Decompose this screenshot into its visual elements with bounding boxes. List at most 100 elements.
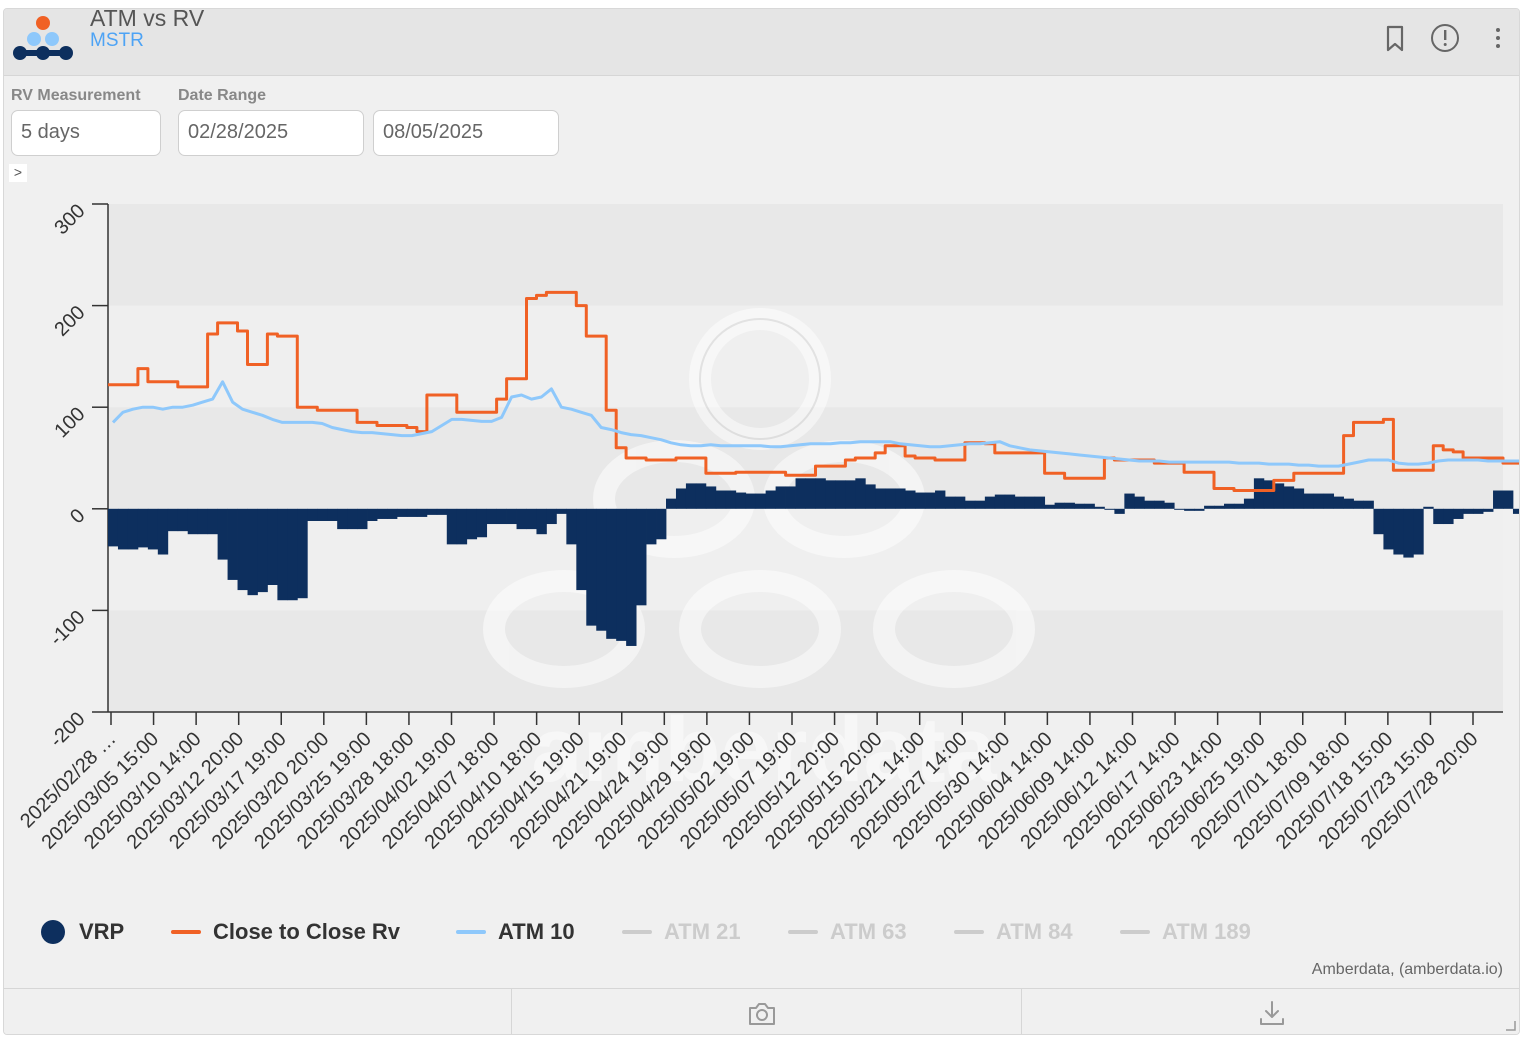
vrp-bar	[755, 493, 767, 509]
resize-handle-icon[interactable]	[1504, 1019, 1516, 1031]
vrp-bar	[954, 496, 966, 509]
vrp-bar	[1313, 493, 1325, 509]
legend-item-atm-10[interactable]: ATM 10	[456, 912, 575, 952]
vrp-bar	[1114, 508, 1125, 514]
legend-symbol	[41, 920, 65, 944]
vrp-bar	[1074, 503, 1085, 509]
vrp-bar	[1044, 504, 1056, 509]
vrp-bar	[805, 478, 816, 509]
legend-symbol	[171, 930, 201, 934]
legend-symbol	[1120, 930, 1150, 934]
atm-10-line	[111, 380, 1519, 468]
vrp-bar	[1014, 496, 1026, 509]
vrp-bar	[466, 508, 478, 540]
chart-legend: VRP Close to Close Rv ATM 10 ATM 21 ATM 63 AT…	[4, 912, 1519, 952]
legend-label: ATM 63	[830, 919, 907, 944]
vrp-bar	[317, 508, 328, 521]
vrp-bar	[157, 508, 169, 555]
vrp-bar	[127, 508, 139, 550]
widget-title: ATM vs RV	[90, 8, 205, 31]
vrp-bar	[1004, 494, 1016, 509]
vrp-bar	[1493, 490, 1504, 509]
vrp-bar	[177, 508, 189, 532]
vrp-bar	[1283, 486, 1295, 509]
vrp-bar	[1333, 496, 1344, 509]
vrp-bar	[1214, 505, 1225, 509]
vrp-bar	[964, 500, 976, 509]
vrp-bar	[1353, 500, 1364, 509]
vrp-bar	[377, 508, 388, 519]
vrp-bar	[1512, 508, 1519, 514]
widget-header: ATM vs RV MSTR	[4, 9, 1519, 76]
camera-icon[interactable]	[746, 999, 778, 1027]
legend-item-atm-21[interactable]: ATM 21	[622, 912, 741, 952]
y-tick-label: 200	[50, 302, 89, 341]
legend-item-atm-63[interactable]: ATM 63	[788, 912, 907, 952]
y-tick-label: 0	[66, 505, 89, 528]
vrp-bar	[1463, 508, 1474, 514]
y-tick-label: -200	[46, 708, 90, 752]
expand-controls-button[interactable]: >	[9, 164, 27, 182]
vrp-bar	[815, 478, 826, 509]
date-start-input[interactable]: 02/28/2025	[178, 110, 364, 156]
vrp-bar	[1263, 480, 1275, 509]
vrp-bar	[1104, 508, 1115, 510]
vrp-bar	[1054, 502, 1065, 509]
vrp-bar	[1253, 478, 1265, 509]
vrp-bar	[496, 508, 507, 525]
rv-measurement-select[interactable]: 5 days	[11, 110, 161, 156]
vrp-bar	[237, 508, 248, 591]
vrp-bar	[1323, 493, 1335, 509]
vrp-bar	[1403, 508, 1414, 558]
vrp-bar	[685, 483, 697, 509]
legend-item-close-to-close-rv[interactable]: Close to Close Rv	[171, 912, 400, 952]
y-tick-label: 300	[50, 200, 89, 239]
widget-footer	[4, 988, 1519, 1034]
vrp-bar	[885, 488, 896, 509]
legend-label: ATM 21	[664, 919, 741, 944]
legend-item-atm-84[interactable]: ATM 84	[954, 912, 1073, 952]
vrp-bar	[1373, 508, 1384, 535]
vrp-bar	[1144, 500, 1155, 509]
vrp-bar	[137, 508, 149, 548]
legend-item-vrp[interactable]: VRP	[41, 912, 124, 952]
download-icon[interactable]	[1256, 999, 1288, 1027]
vrp-bar	[1084, 503, 1095, 509]
info-alert-icon[interactable]	[1430, 23, 1460, 53]
close-to-close-rv-line	[108, 290, 1519, 492]
vrp-bar	[546, 508, 557, 525]
vrp-bar	[456, 508, 468, 545]
vrp-bar	[695, 483, 707, 509]
vrp-bar	[1174, 508, 1185, 510]
vrp-bar	[307, 508, 318, 521]
vrp-bar	[1064, 502, 1075, 509]
legend-label: ATM 189	[1162, 919, 1251, 944]
vrp-bar	[426, 508, 438, 515]
chart-credits[interactable]: Amberdata, (amberdata.io)	[1311, 961, 1503, 978]
vrp-bar	[1453, 508, 1464, 519]
vrp-bar	[1293, 488, 1305, 509]
legend-symbol	[456, 930, 486, 934]
legend-item-atm-189[interactable]: ATM 189	[1120, 912, 1251, 952]
vrp-bar	[117, 508, 129, 550]
vrp-bar	[566, 508, 577, 545]
more-options-icon[interactable]	[1483, 23, 1513, 53]
vrp-bar	[526, 508, 537, 530]
vrp-bar	[1443, 508, 1454, 525]
widget-subtitle: MSTR	[90, 30, 144, 51]
date-end-input[interactable]: 08/05/2025	[373, 110, 559, 156]
vrp-bar	[945, 496, 956, 509]
y-tick-label: -100	[46, 606, 90, 650]
bookmark-icon[interactable]	[1380, 23, 1410, 53]
vrp-bar	[715, 490, 727, 509]
legend-symbol	[622, 930, 652, 934]
vrp-bar	[935, 490, 946, 509]
legend-label: ATM 84	[996, 919, 1073, 944]
vrp-bar	[1233, 503, 1245, 509]
vrp-bar	[765, 490, 777, 509]
vrp-bar	[147, 508, 159, 550]
vrp-bar	[606, 508, 617, 639]
vrp-bar	[745, 493, 757, 509]
vrp-bar	[775, 486, 786, 509]
vrp-bar	[835, 480, 846, 509]
